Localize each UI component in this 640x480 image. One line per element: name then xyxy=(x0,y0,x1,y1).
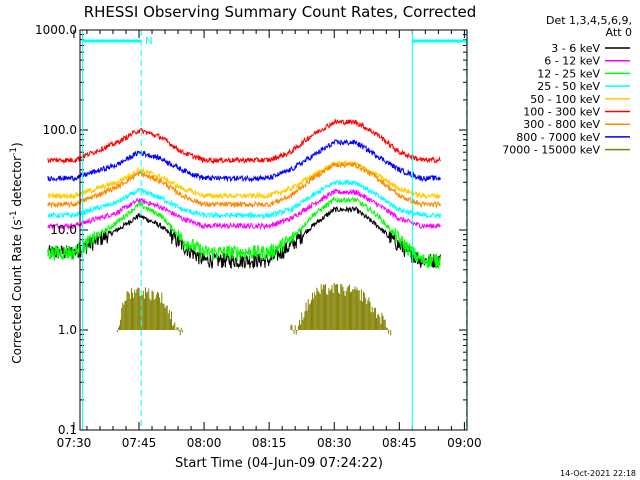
chart-title: RHESSI Observing Summary Count Rates, Co… xyxy=(84,3,477,21)
x-axis-label: Start Time (04-Jun-09 07:24:22) xyxy=(175,456,383,471)
tick-layer xyxy=(73,29,467,431)
x-tick-label: 07:45 xyxy=(122,436,157,450)
y-tick-label: 0.1 xyxy=(58,423,77,437)
series-0 xyxy=(47,205,441,270)
data-layer xyxy=(47,118,441,336)
y-axis-label-part3: ) xyxy=(10,142,24,147)
x-tick-labels: 07:30 07:45 08:00 08:15 08:30 08:45 09:00 xyxy=(57,436,482,450)
night-marker: N xyxy=(145,36,152,47)
plot-frame xyxy=(79,29,468,431)
series-5 xyxy=(47,118,441,165)
x-tick-label: 08:15 xyxy=(252,436,287,450)
y-tick-label: 1.0 xyxy=(58,323,77,337)
legend-header-line2: Att 0 xyxy=(606,26,632,39)
series-line xyxy=(47,138,441,183)
series-line xyxy=(47,118,441,165)
y-axis-label: Corrected Count Rate (s-1 detector-1) xyxy=(9,142,24,363)
legend-label: 6 - 12 keV xyxy=(544,55,600,68)
legend-label: 100 - 300 keV xyxy=(523,106,600,119)
series-line xyxy=(47,161,441,209)
legend-header-line1: Det 1,3,4,5,6,9, xyxy=(546,14,632,27)
series-2 xyxy=(47,195,441,271)
legend-label: 12 - 25 keV xyxy=(537,67,600,80)
series-1 xyxy=(47,188,441,231)
series-7 xyxy=(47,138,441,183)
x-tick-label: 08:30 xyxy=(317,436,352,450)
legend-label: 25 - 50 keV xyxy=(537,80,600,93)
y-axis-label-sup1: -1 xyxy=(9,210,19,219)
legend-label: 7000 - 15000 keV xyxy=(502,144,600,157)
footer-timestamp: 14-Oct-2021 22:18 xyxy=(560,469,636,478)
x-tick-label: 08:00 xyxy=(187,436,222,450)
legend-label: 3 - 6 keV xyxy=(551,42,600,55)
series-line xyxy=(47,159,441,200)
series-6 xyxy=(47,161,441,209)
series-3 xyxy=(47,179,441,220)
series-line xyxy=(47,195,441,271)
series-line xyxy=(47,179,441,220)
y-tick-label: 100.0 xyxy=(43,123,77,137)
overlay-layer: N xyxy=(82,30,468,430)
series-line xyxy=(47,205,441,270)
series-4 xyxy=(47,159,441,200)
y-tick-label: 10.0 xyxy=(50,223,77,237)
x-tick-label: 08:45 xyxy=(382,436,417,450)
y-axis-label-part2: detector xyxy=(10,156,24,211)
y-axis-label-sup2: -1 xyxy=(9,147,19,156)
series-line xyxy=(47,188,441,231)
y-tick-label: 1000.0 xyxy=(35,23,77,37)
legend-label: 800 - 7000 keV xyxy=(516,131,600,144)
y-axis-label-part1: Corrected Count Rate (s xyxy=(10,219,24,363)
series-8 xyxy=(116,282,392,336)
legend-label: 300 - 800 keV xyxy=(523,118,600,131)
x-tick-label: 07:30 xyxy=(57,436,92,450)
legend-label: 50 - 100 keV xyxy=(530,93,600,106)
y-tick-labels: 0.1 1.0 10.0 100.0 1000.0 xyxy=(35,23,77,437)
x-tick-label: 09:00 xyxy=(447,436,482,450)
